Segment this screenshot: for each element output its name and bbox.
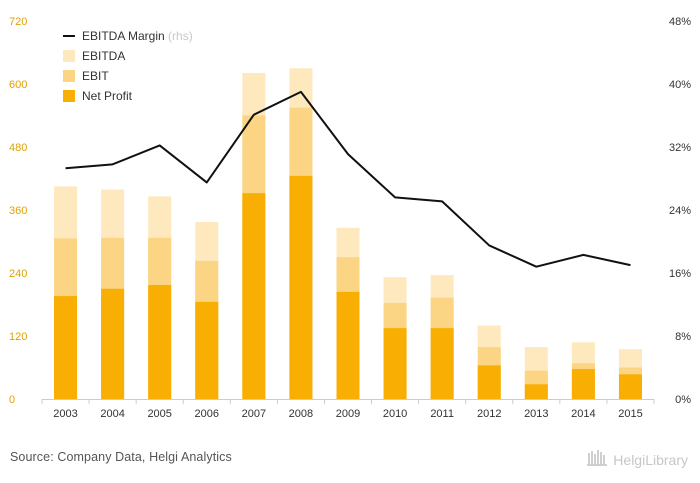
x-tick-label: 2003	[53, 408, 77, 420]
helgi-library-logo: HelgiLibrary	[587, 449, 688, 470]
bar-net-profit	[571, 369, 595, 399]
bar-net-profit	[148, 285, 172, 399]
bar-net-profit	[618, 374, 642, 399]
x-tick-label: 2013	[524, 408, 548, 420]
x-tick-label: 2014	[571, 408, 595, 420]
bar-net-profit	[477, 365, 501, 399]
legend-label: EBITDA Margin (rhs)	[82, 29, 193, 43]
x-tick-label: 2015	[618, 408, 642, 420]
y-left-tick-label: 480	[9, 142, 27, 154]
y-right-tick-label: 16%	[669, 268, 691, 280]
source-note: Source: Company Data, Helgi Analytics	[10, 450, 232, 464]
bar-net-profit	[289, 175, 313, 399]
x-tick-label: 2005	[147, 408, 171, 420]
line-series	[65, 90, 631, 268]
legend-swatch	[63, 90, 75, 102]
y-left-tick-label: 240	[9, 268, 27, 280]
x-tick-label: 2004	[100, 408, 124, 420]
x-tick-label: 2011	[430, 408, 454, 420]
bar-net-profit	[383, 328, 407, 399]
y-right-tick-label: 8%	[675, 331, 691, 343]
bar-net-profit	[195, 301, 219, 399]
x-tick-label: 2009	[336, 408, 360, 420]
x-tick-label: 2007	[242, 408, 266, 420]
bar-net-profit	[336, 291, 360, 399]
logo-text: HelgiLibrary	[613, 451, 688, 468]
x-tick-label: 2010	[383, 408, 407, 420]
bar-line-chart: 0 120 240 360 480 600 720 0% 8% 16% 24% 32% 40% 48% 20…	[9, 16, 691, 420]
y-right-tick-label: 40%	[669, 79, 691, 91]
legend-swatch	[63, 50, 75, 62]
y-right-tick-label: 0%	[675, 394, 691, 406]
x-tick-label: 2008	[289, 408, 313, 420]
bookshelf-icon	[587, 449, 609, 470]
y-left-tick-label: 720	[9, 16, 27, 28]
bar-series	[54, 68, 642, 399]
legend-swatch	[63, 70, 75, 82]
y-left-tick-label: 0	[9, 394, 15, 406]
y-right-tick-label: 24%	[669, 205, 691, 217]
axes: 0 120 240 360 480 600 720 0% 8% 16% 24% 32% 40% 48% 20…	[9, 16, 691, 420]
y-left-tick-label: 360	[9, 205, 27, 217]
legend-label: EBIT	[82, 69, 109, 83]
bar-net-profit	[524, 384, 548, 399]
legend: EBITDA Margin (rhs) EBITDA EBIT Net Profit	[63, 29, 193, 103]
legend-label: EBITDA	[82, 49, 125, 63]
bar-net-profit	[430, 328, 454, 399]
legend-note: (rhs)	[165, 29, 193, 43]
x-tick-label: 2012	[477, 408, 501, 420]
y-right-tick-label: 48%	[669, 16, 691, 28]
y-right-tick-label: 32%	[669, 142, 691, 154]
bar-net-profit	[242, 193, 266, 399]
x-tick-label: 2006	[195, 408, 219, 420]
bar-net-profit	[54, 296, 78, 399]
y-left-tick-label: 600	[9, 79, 27, 91]
legend-label: Net Profit	[82, 89, 133, 103]
bar-net-profit	[101, 288, 125, 399]
y-left-tick-label: 120	[9, 331, 27, 343]
